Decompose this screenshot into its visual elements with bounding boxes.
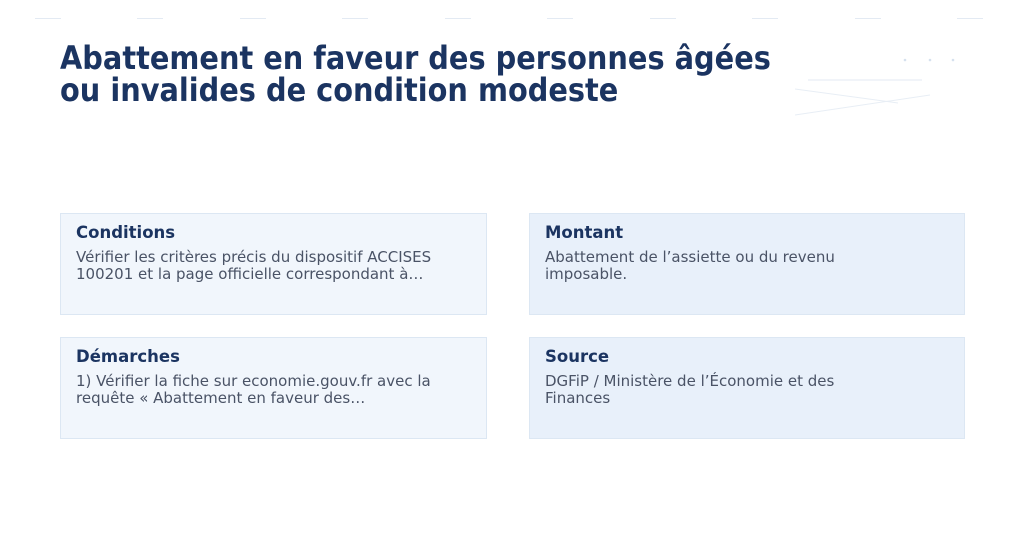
card-heading: Montant	[545, 223, 624, 242]
dash	[752, 18, 778, 19]
card-body: 1) Vérifier la fiche sur economie.gouv.f…	[76, 372, 431, 407]
title-line-2: ou invalides de condition modeste	[60, 71, 619, 109]
dash	[547, 18, 573, 19]
card-source: Source DGFiP / Ministère de l’Économie e…	[529, 337, 965, 439]
dash	[855, 18, 881, 19]
page-title: Abattement en faveur des personnes âgées…	[60, 42, 771, 106]
card-body: Vérifier les critères précis du disposit…	[76, 248, 432, 283]
dash	[957, 18, 983, 19]
card-heading: Source	[545, 347, 610, 366]
card-body: DGFiP / Ministère de l’Économie et des F…	[545, 372, 835, 407]
title-line-1: Abattement en faveur des personnes âgées	[60, 39, 771, 77]
dash	[240, 18, 266, 19]
card-heading: Démarches	[76, 347, 180, 366]
dash	[342, 18, 368, 19]
dash	[137, 18, 163, 19]
card-demarches: Démarches 1) Vérifier la fiche sur econo…	[60, 337, 487, 439]
card-body: Abattement de l’assiette ou du revenu im…	[545, 248, 835, 283]
card-conditions: Conditions Vérifier les critères précis …	[60, 213, 487, 315]
dash	[35, 18, 61, 19]
dash	[650, 18, 676, 19]
card-montant: Montant Abattement de l’assiette ou du r…	[529, 213, 965, 315]
card-heading: Conditions	[76, 223, 176, 242]
dash	[445, 18, 471, 19]
